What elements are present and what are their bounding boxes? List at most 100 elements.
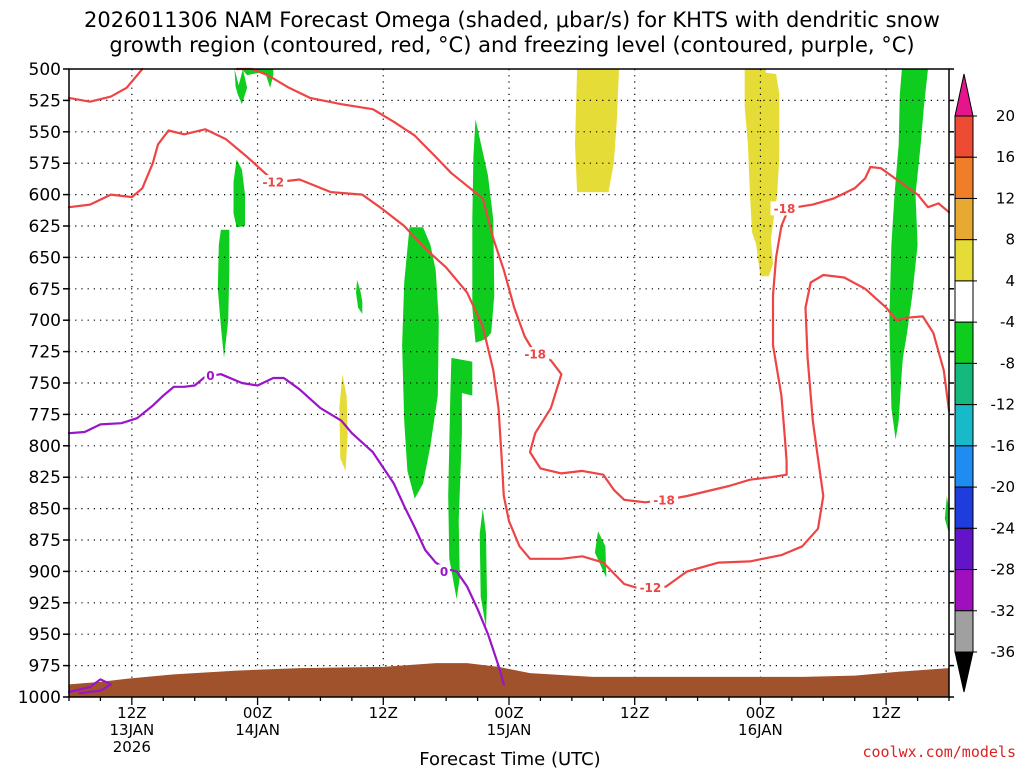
- colorbar-label-1: 16: [996, 148, 1015, 166]
- ytick-label-975: 975: [29, 657, 61, 677]
- colorbar-label-13: -36: [991, 643, 1016, 661]
- contour-label-bg-6: [438, 564, 451, 579]
- ytick-label-725: 725: [29, 343, 61, 363]
- ytick-label-600: 600: [29, 186, 61, 206]
- ytick-label-550: 550: [29, 123, 61, 143]
- chart-title-line1: 2026011306 NAM Forecast Omega (shaded, μ…: [84, 8, 940, 32]
- xtick-label-6-2: 13JAN: [109, 721, 154, 739]
- contour-label-3: -12: [640, 581, 662, 595]
- contour-label-bg-2: [650, 492, 679, 507]
- ytick-label-925: 925: [29, 594, 61, 614]
- contour-label-6: 0: [440, 565, 448, 579]
- contour-label-1: -18: [524, 348, 546, 362]
- contour-label-4: -18: [774, 202, 796, 216]
- colorbar-bin-12: [954, 569, 974, 612]
- colorbar-label-12: -32: [991, 602, 1016, 620]
- omega-green-f: [402, 227, 439, 499]
- colorbar-bin-8: [954, 404, 974, 447]
- contour-label-bg-1: [521, 347, 550, 362]
- x-axis-label: Forecast Time (UTC): [419, 749, 600, 768]
- omega-green-a: [234, 69, 248, 105]
- ytick-label-800: 800: [29, 437, 61, 457]
- colorbar-label-2: 12: [996, 189, 1015, 207]
- contour-label-bg-0: [259, 175, 288, 190]
- colorbar-top-arrow: [954, 73, 974, 117]
- chart-title-line2: growth region (contoured, red, °C) and f…: [109, 33, 914, 57]
- ytick-label-650: 650: [29, 248, 61, 268]
- xtick-label-78-1: 12Z: [871, 704, 900, 722]
- ytick-label-525: 525: [29, 91, 61, 111]
- ytick-label-775: 775: [29, 405, 61, 425]
- contour-label-2: -18: [653, 493, 675, 507]
- colorbar-label-9: -20: [991, 478, 1016, 496]
- ytick-label-750: 750: [29, 374, 61, 394]
- colorbar-label-10: -24: [991, 519, 1016, 537]
- contour-dgz-12-upper: [67, 67, 144, 103]
- contour-label-bg-5: [204, 368, 217, 383]
- omega-yellow-a: [575, 69, 619, 193]
- ytick-label-900: 900: [29, 562, 61, 582]
- xtick-label-18-2: 14JAN: [235, 721, 280, 739]
- ytick-label-875: 875: [29, 531, 61, 551]
- contour-freezing-left: [67, 373, 505, 686]
- colorbar: 20 16 12 8 4 -4 -8 -12 -16 -20 -24 -28 -32 -36: [954, 73, 1016, 693]
- ytick-label-575: 575: [29, 154, 61, 174]
- credit-text: coolwx.com/models: [862, 743, 1016, 761]
- contour-label-bg-4: [770, 201, 799, 216]
- colorbar-label-7: -12: [991, 396, 1016, 414]
- ytick-label-675: 675: [29, 280, 61, 300]
- omega-green-d: [217, 229, 230, 358]
- colorbar-bin-11: [954, 527, 974, 571]
- xtick-label-42-1: 00Z: [494, 704, 523, 722]
- contour-labels: -12 -18 -18 -12 -18 0 0: [204, 175, 799, 595]
- ytick-label-700: 700: [29, 311, 61, 331]
- ytick-label-950: 950: [29, 625, 61, 645]
- colorbar-bin-10: [954, 486, 974, 529]
- ytick-label-625: 625: [29, 217, 61, 237]
- omega-green-c: [233, 159, 245, 228]
- xtick-label-6-1: 12Z: [117, 704, 146, 722]
- ytick-label-1000: 1000: [18, 688, 61, 708]
- plot-area: [69, 69, 949, 697]
- xtick-label-42-2: 15JAN: [487, 721, 532, 739]
- xtick-label-66-1: 00Z: [746, 704, 775, 722]
- colorbar-label-8: -16: [991, 437, 1016, 455]
- omega-green-j: [594, 531, 607, 578]
- omega-shading: [217, 69, 949, 628]
- contour-freezing-surface: [67, 678, 113, 695]
- colorbar-bin-7: [954, 362, 974, 406]
- terrain: [69, 663, 949, 697]
- contour-label-bg-3: [636, 580, 665, 595]
- ytick-label-850: 850: [29, 500, 61, 520]
- colorbar-bin-9: [954, 445, 974, 488]
- colorbar-bin-4: [954, 239, 974, 282]
- colorbar-bin-3: [954, 197, 974, 241]
- colorbar-bin-2: [954, 156, 974, 199]
- xtick-label-30-1: 12Z: [369, 704, 398, 722]
- colorbar-bin-13: [954, 610, 974, 653]
- omega-green-h: [448, 357, 473, 599]
- xtick-label-54-1: 12Z: [620, 704, 649, 722]
- xtick-label-6-3: 2026: [113, 738, 151, 756]
- omega-yellow-b: [744, 69, 780, 277]
- contour-label-5: 0: [206, 369, 214, 383]
- colorbar-label-5: -4: [1000, 313, 1015, 331]
- colorbar-bin-1: [954, 115, 974, 158]
- colorbar-label-0: 20: [996, 107, 1015, 125]
- contour-dgz-12-main: [67, 128, 951, 592]
- contour-dgz-18: [235, 67, 951, 504]
- contours: [67, 67, 951, 695]
- ytick-label-825: 825: [29, 468, 61, 488]
- xtick-label-66-2: 16JAN: [738, 721, 783, 739]
- colorbar-bottom-arrow: [954, 651, 974, 693]
- y-axis: 500 525 550 575 600 625 650 675 700 725 750 775 800 8…: [18, 60, 954, 708]
- colorbar-label-6: -8: [1000, 354, 1015, 372]
- contour-label-0: -12: [262, 176, 284, 190]
- ytick-label-500: 500: [29, 60, 61, 80]
- omega-green-i: [479, 508, 487, 628]
- omega-green-e: [356, 280, 363, 314]
- colorbar-label-11: -28: [991, 561, 1016, 579]
- omega-green-k: [889, 69, 928, 440]
